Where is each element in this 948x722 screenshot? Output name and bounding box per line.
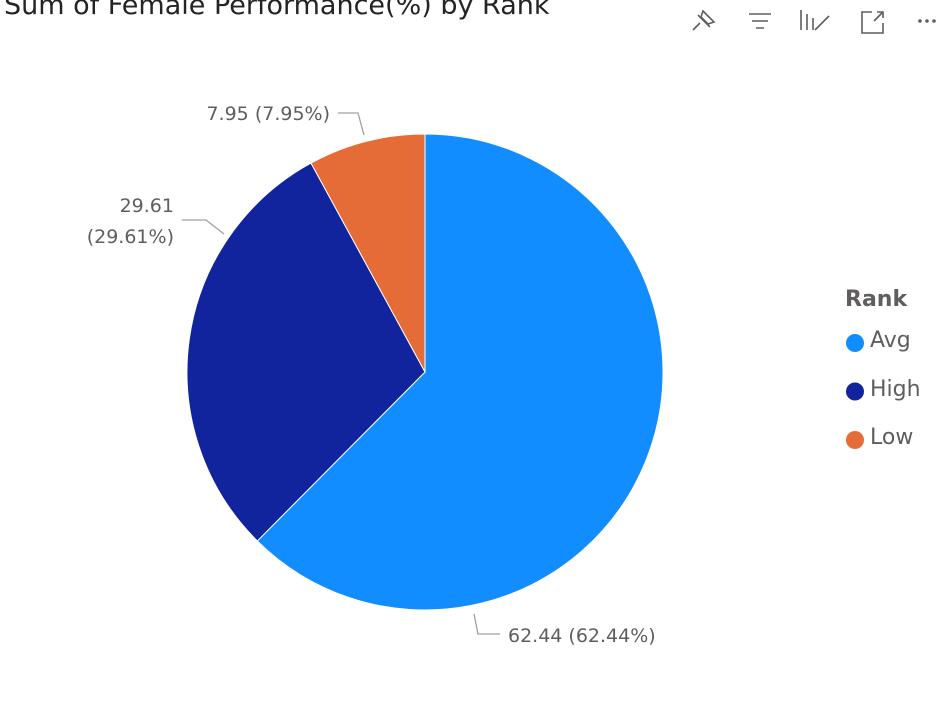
pie [186,133,664,611]
legend-entry[interactable]: Avg [870,328,911,353]
more-icon [925,19,929,23]
data-label: 62.44 (62.44%) [508,625,656,647]
pie-slice [310,133,426,373]
filter-icon[interactable] [749,13,771,29]
leader-line [182,219,225,235]
leader-line [473,613,500,635]
more-icon [932,19,936,23]
format-icon[interactable] [800,10,830,31]
pie-slice [186,162,426,542]
pie-slice [256,133,664,611]
legend-title: Rank [845,287,908,312]
more-icon[interactable] [918,19,922,23]
pin-icon[interactable] [692,9,716,31]
legend-entry[interactable]: Low [870,425,914,450]
legend-marker [846,334,864,352]
legend-entry[interactable]: High [870,376,921,402]
data-label: 29.61 (29.61%) [86,195,174,248]
legend-marker [846,431,864,449]
legend-marker [846,382,864,401]
data-label: 7.95 (7.95%) [206,103,330,125]
chart-title: Sum of Female Performance(%) by Rank [4,0,550,21]
toolbar [692,9,936,34]
focus-icon[interactable] [861,11,884,34]
leader-line [338,112,365,136]
